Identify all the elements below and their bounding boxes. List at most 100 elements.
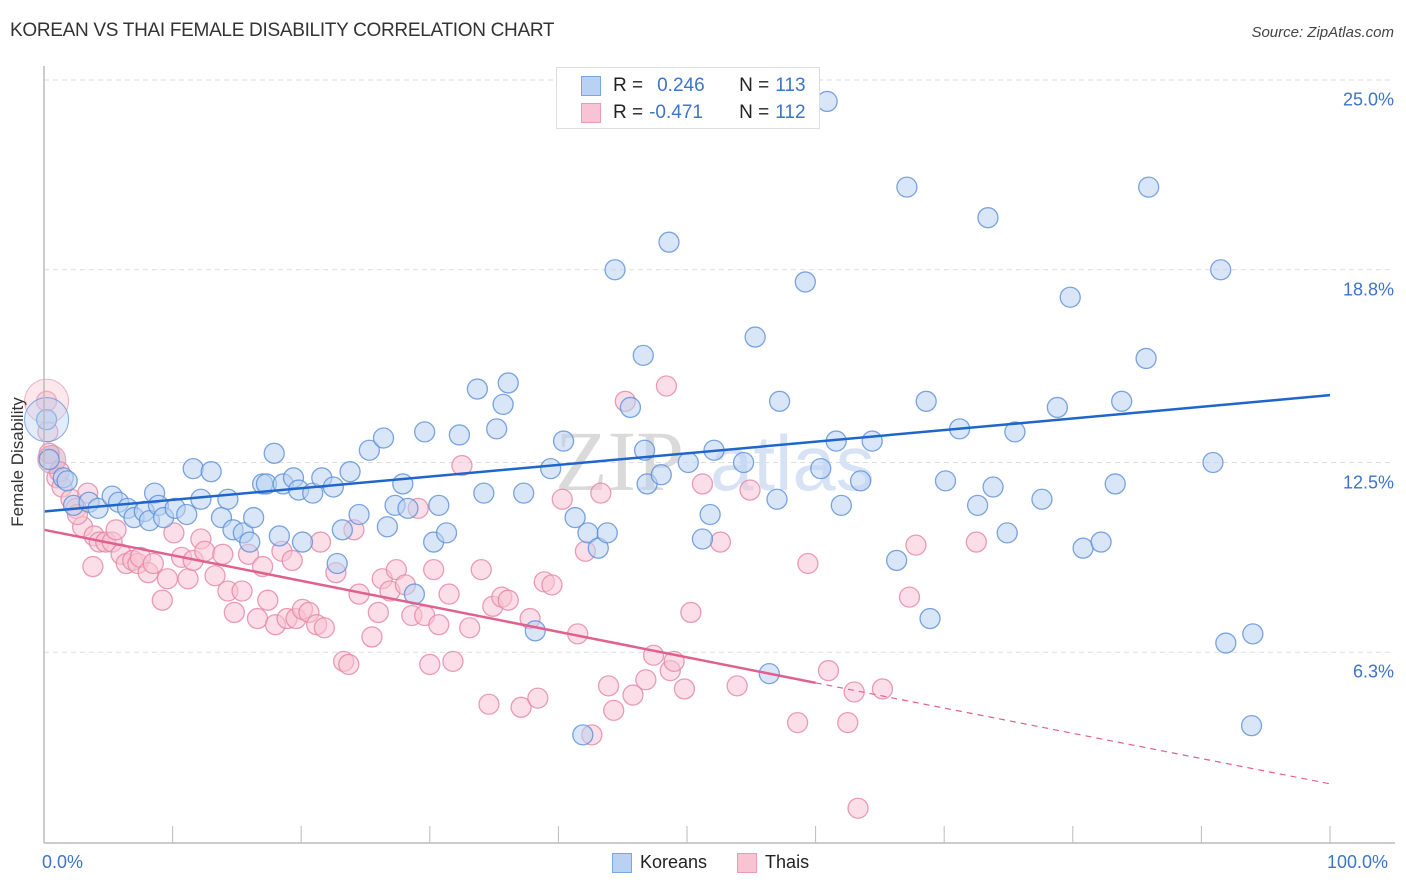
thai-point [635, 669, 657, 691]
korean-point [768, 390, 791, 412]
korean-point [392, 473, 414, 495]
legend-item-koreans[interactable]: Koreans [612, 852, 707, 873]
koreans-swatch [581, 76, 601, 96]
thai-point [428, 614, 450, 636]
korean-point [896, 176, 918, 198]
thai-point [965, 531, 987, 553]
korean-point [552, 430, 575, 452]
korean-point [1072, 537, 1094, 559]
thai-point [438, 583, 460, 605]
korean-point [1059, 286, 1081, 308]
korean-point [1138, 176, 1160, 198]
thai-point [709, 531, 732, 553]
thai-point [151, 589, 173, 611]
korean-point [691, 528, 714, 550]
thai-point [361, 626, 383, 648]
korean-point [849, 470, 872, 492]
korean-point [466, 378, 489, 400]
thai-point [309, 531, 332, 553]
y-axis-label: Female Disability [8, 397, 27, 527]
korean-point [744, 326, 766, 348]
thai-point [105, 519, 127, 541]
korean-point [732, 451, 755, 474]
korean-point [1031, 488, 1053, 510]
korean-point [492, 393, 514, 416]
korean-point [810, 457, 832, 480]
korean-point [239, 531, 261, 553]
korean-trend-line [43, 393, 1331, 513]
korean-point [339, 461, 361, 483]
korean-point [38, 448, 60, 471]
x-tick-label-min: 0.0% [42, 852, 84, 872]
n-value: 113 [775, 75, 806, 96]
korean-point [1090, 531, 1112, 553]
y-tick-label: 18.8% [1342, 279, 1394, 300]
thais-swatch [581, 103, 601, 123]
thai-point [459, 617, 481, 639]
thais-swatch [737, 852, 758, 873]
grid-lines [44, 79, 1392, 653]
korean-point [291, 531, 314, 553]
korean-point [1240, 715, 1263, 737]
korean-point [919, 607, 941, 630]
thai-point [223, 601, 245, 624]
r-value: 0.246 [657, 75, 705, 96]
thai-point [194, 540, 216, 562]
korean-point [632, 344, 654, 367]
korean-point [268, 525, 290, 547]
thai-point [497, 589, 519, 611]
thai-point [163, 522, 185, 544]
thai-point [680, 601, 702, 624]
korean-point [1046, 396, 1069, 419]
axes [43, 66, 1395, 844]
legend-label-thais: Thais [765, 852, 810, 872]
thai-point [603, 699, 625, 722]
korean-point [176, 503, 198, 526]
korean-point [448, 424, 471, 446]
thai-point [726, 675, 748, 697]
thai-point [246, 607, 269, 630]
r-value: -0.471 [649, 102, 703, 123]
thai-point [597, 675, 620, 697]
thai-point [142, 552, 164, 575]
korean-point [524, 620, 546, 642]
legend-item-thais[interactable]: Thais [737, 852, 809, 873]
korean-point [885, 549, 908, 572]
korean-point [348, 503, 370, 526]
korean-point [596, 522, 618, 544]
n-label: N = [739, 102, 770, 123]
y-tick-label: 25.0% [1342, 89, 1394, 110]
korean-point [977, 207, 999, 229]
korean-point [1004, 421, 1026, 443]
korean-point [861, 430, 883, 452]
korean-point [1242, 623, 1264, 645]
source-label: Source: ZipAtlas.com [1251, 24, 1394, 41]
thai-point [655, 375, 678, 397]
n-label: N = [739, 75, 770, 96]
trend-lines [43, 393, 1331, 785]
thai-point [423, 558, 445, 581]
korean-point [376, 516, 399, 538]
thai-point [905, 534, 927, 556]
series-legend: Koreans Thais [612, 852, 839, 873]
thai-point [177, 568, 199, 590]
chart-title: KOREAN VS THAI FEMALE DISABILITY CORRELA… [10, 20, 555, 41]
x-tick-label-max: 100.0% [1327, 852, 1389, 872]
korean-point [572, 724, 594, 746]
thai-point [212, 543, 234, 565]
thai-point [622, 684, 644, 706]
watermark-zip: ZIP [555, 413, 684, 509]
thai-point [786, 711, 809, 734]
thai-point [590, 482, 612, 504]
korean-point [540, 457, 562, 480]
korean-point [397, 497, 419, 520]
thai-point [739, 479, 761, 501]
korean-point-large [24, 397, 70, 443]
thai-point [527, 687, 549, 709]
korean-point [982, 476, 1004, 498]
korean-point [830, 494, 852, 516]
korean-point [414, 421, 436, 443]
thai-point [871, 678, 894, 700]
thai-point [281, 549, 303, 572]
thai-point [673, 678, 696, 700]
